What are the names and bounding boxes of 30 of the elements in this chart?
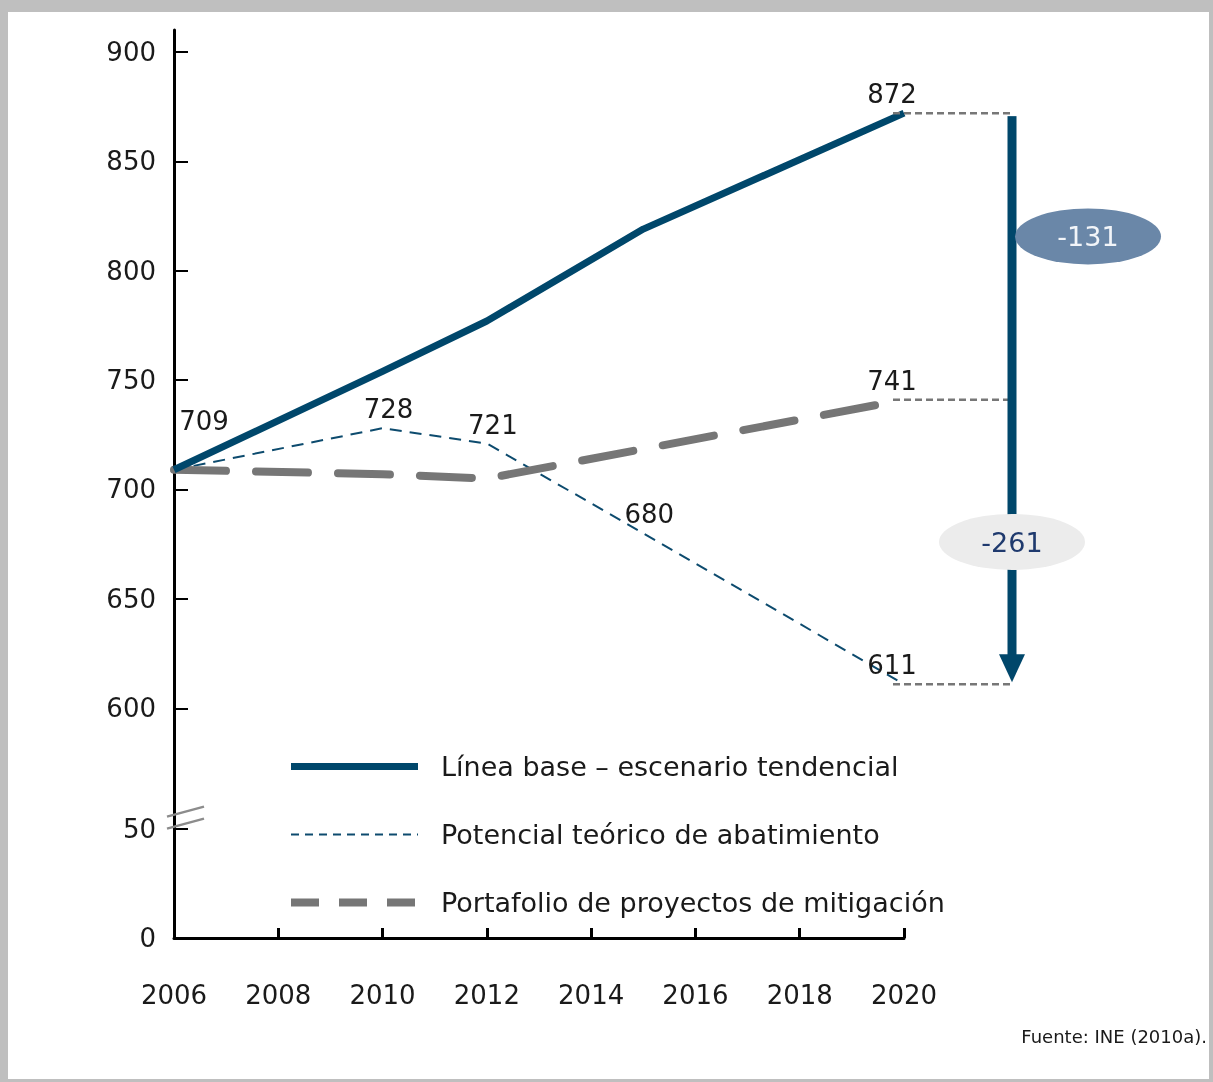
y-tick-label: 650 — [106, 583, 156, 614]
x-tick-label: 2018 — [766, 980, 833, 1010]
text: -261 — [981, 526, 1043, 558]
y-tick-label: 700 — [106, 474, 156, 505]
y-tick-label: 600 — [106, 693, 156, 724]
x-tick-label: 2006 — [140, 980, 208, 1010]
data-label: 611 — [867, 650, 917, 681]
source-note: Fuente: INE (2010a). — [1021, 1026, 1207, 1047]
y-tick-label: 850 — [106, 146, 156, 177]
x-tick-label: 2016 — [662, 980, 729, 1010]
text: -131 — [1057, 221, 1119, 253]
x-tick-label: 2012 — [453, 980, 520, 1010]
data-label: 872 — [867, 79, 917, 110]
x-tick-label: 2014 — [558, 980, 625, 1010]
x-tick-label: 2008 — [245, 980, 312, 1010]
x-tick-label: 2020 — [870, 980, 938, 1010]
x-tick-label: 2010 — [349, 980, 416, 1010]
data-label: 721 — [468, 409, 518, 440]
y-tick-label: 50 — [122, 813, 156, 844]
y-tick-label: 800 — [106, 255, 156, 286]
legend-label: Portafolio de proyectos de mitigación — [441, 887, 945, 918]
y-tick-label: 750 — [106, 365, 156, 396]
data-label: 728 — [363, 394, 414, 425]
data-label: 680 — [624, 499, 675, 530]
data-label: 709 — [179, 405, 229, 436]
data-label: 741 — [867, 365, 917, 396]
y-tick-label: 900 — [106, 36, 156, 67]
y-tick-label: 0 — [139, 923, 156, 953]
legend-label: Línea base – escenario tendencial — [441, 751, 899, 782]
legend-label: Potencial teórico de abatimiento — [441, 819, 880, 850]
